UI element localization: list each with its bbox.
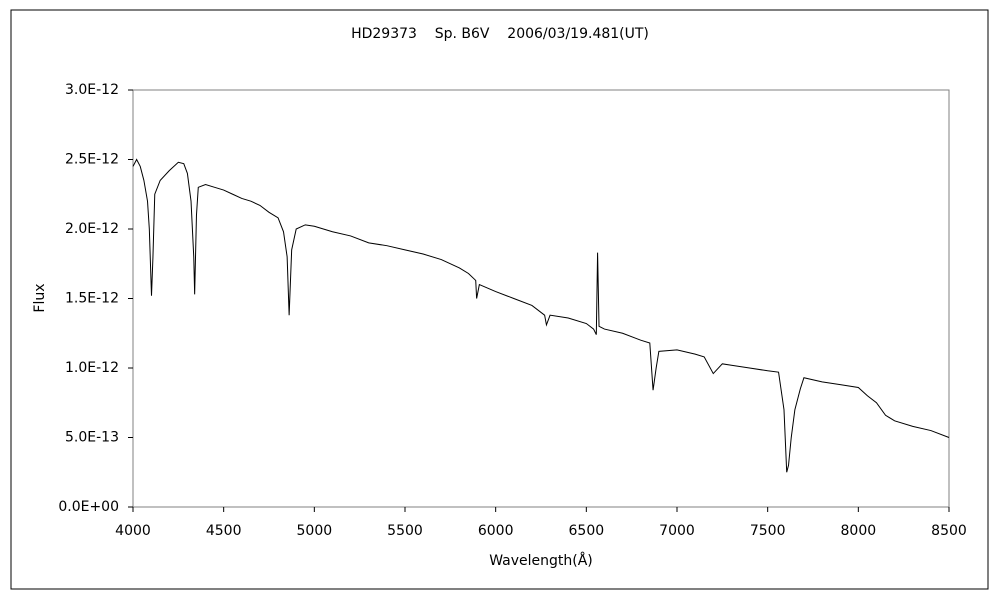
x-tick-label: 5500 [387,523,423,539]
y-axis-label: Flux [32,283,48,312]
x-tick-label: 5000 [297,523,333,539]
x-tick-label: 6500 [569,523,605,539]
x-tick-label: 8500 [931,523,967,539]
chart-title: HD29373 Sp. B6V 2006/03/19.481(UT) [351,26,649,42]
x-tick-label: 7000 [659,523,695,539]
x-tick-label: 7500 [750,523,786,539]
y-tick-label: 0.0E+00 [58,499,119,515]
y-tick-label: 3.0E-12 [65,82,119,98]
x-axis-label: Wavelength(Å) [489,552,593,569]
y-tick-label: 2.0E-12 [65,221,119,237]
x-tick-label: 6000 [478,523,514,539]
spectrum-line [132,158,950,473]
y-tick-label: 1.0E-12 [65,360,119,376]
plot-area [132,89,950,508]
y-tick-label: 5.0E-13 [65,430,119,446]
y-tick-label: 1.5E-12 [65,291,119,307]
x-tick-label: 8000 [841,523,877,539]
x-tick-label: 4500 [206,523,242,539]
x-tick-label: 4000 [115,523,151,539]
y-tick-label: 2.5E-12 [65,152,119,168]
